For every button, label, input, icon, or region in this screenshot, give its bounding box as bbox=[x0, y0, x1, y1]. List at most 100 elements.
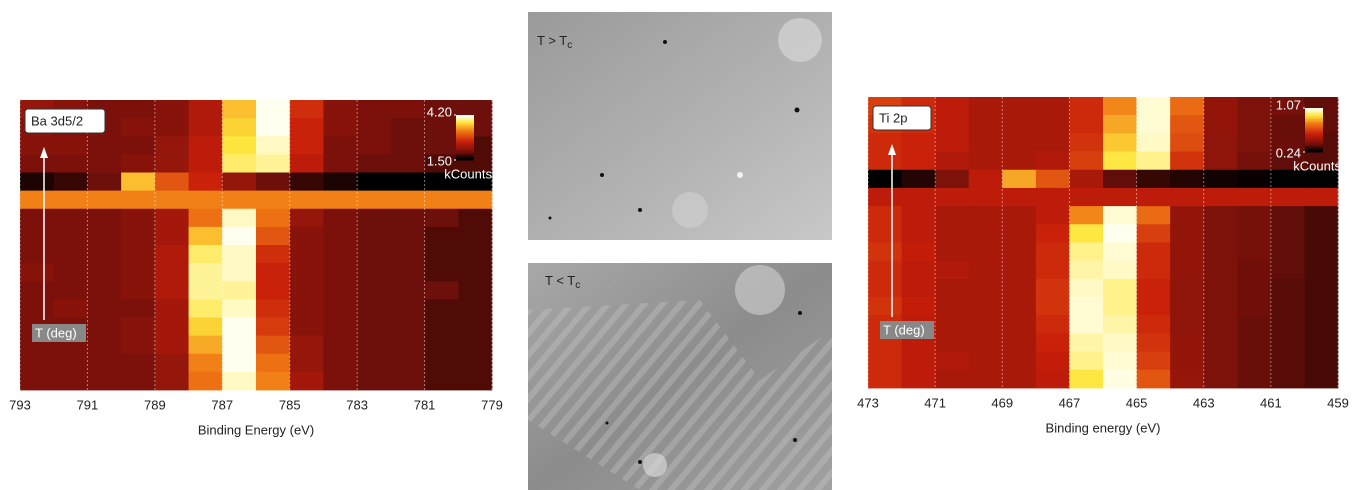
heatmap-cell bbox=[87, 209, 121, 228]
heatmap-cell bbox=[1137, 115, 1171, 134]
heatmap-cell bbox=[222, 263, 256, 282]
heatmap-cell bbox=[391, 281, 425, 300]
image-bottom: T < Tc bbox=[528, 263, 832, 490]
heatmap-cell bbox=[1002, 152, 1036, 171]
heatmap-cell bbox=[1204, 261, 1238, 280]
heatmap-cell bbox=[1237, 206, 1271, 225]
heatmap-cell bbox=[969, 243, 1003, 262]
heatmap-cell bbox=[121, 154, 155, 173]
heatmap-cell bbox=[121, 173, 155, 192]
heatmap-cell bbox=[121, 281, 155, 300]
x-tick-label: 783 bbox=[346, 397, 368, 412]
heatmap-cell bbox=[290, 336, 324, 355]
heatmap-cell bbox=[222, 154, 256, 173]
heatmap-cell bbox=[391, 100, 425, 119]
heatmap-cell bbox=[256, 118, 290, 137]
heatmap-cell bbox=[1137, 224, 1171, 243]
heatmap-cell bbox=[121, 118, 155, 137]
heatmap-cell bbox=[458, 263, 492, 282]
heatmap-cell bbox=[1103, 224, 1137, 243]
heatmap-cell bbox=[189, 118, 223, 137]
heatmap-cell bbox=[155, 227, 189, 246]
heatmap-cell bbox=[1237, 170, 1271, 189]
heatmap-cell bbox=[1204, 188, 1238, 207]
heatmap-cell bbox=[969, 297, 1003, 316]
bright-spot bbox=[735, 265, 785, 315]
heatmap-cell bbox=[121, 372, 155, 391]
heatmap-cell bbox=[256, 209, 290, 228]
heatmap-cell bbox=[425, 245, 459, 264]
heatmap-cell bbox=[1002, 261, 1036, 280]
heatmap-cell bbox=[189, 318, 223, 337]
heatmap-cell bbox=[1170, 170, 1204, 189]
heatmap-cell bbox=[1170, 206, 1204, 225]
heatmap-cell bbox=[290, 281, 324, 300]
heatmap-cell bbox=[902, 370, 936, 389]
heatmap-cell bbox=[189, 245, 223, 264]
heatmap-cell bbox=[256, 100, 290, 119]
heatmap-cell bbox=[458, 191, 492, 210]
heatmap-cell bbox=[222, 281, 256, 300]
heatmap-cell bbox=[357, 318, 391, 337]
heatmap-cell bbox=[121, 227, 155, 246]
heatmap-cell bbox=[87, 299, 121, 318]
heatmap-cell bbox=[1271, 333, 1305, 352]
heatmap-cell bbox=[290, 173, 324, 192]
heatmap-cell bbox=[1002, 170, 1036, 189]
heatmap-cell bbox=[54, 372, 88, 391]
heatmap-cell bbox=[189, 354, 223, 373]
heatmap-cell bbox=[1204, 170, 1238, 189]
heatmap-cell bbox=[458, 336, 492, 355]
heatmap-cell bbox=[121, 136, 155, 155]
heatmap-cell bbox=[1137, 97, 1171, 116]
heatmap-cell bbox=[155, 191, 189, 210]
heatmap-cell bbox=[1204, 152, 1238, 171]
dark-spot bbox=[793, 438, 797, 442]
heatmap-cell bbox=[290, 136, 324, 155]
heatmap-cell bbox=[1271, 224, 1305, 243]
heatmap-cell bbox=[935, 279, 969, 298]
heatmap-cell bbox=[121, 318, 155, 337]
heatmap-cell bbox=[1069, 188, 1103, 207]
heatmap-cell bbox=[1103, 133, 1137, 152]
heatmap-cell bbox=[1204, 97, 1238, 116]
heatmap-cell bbox=[391, 354, 425, 373]
heatmap-cell bbox=[357, 281, 391, 300]
colorbar-step bbox=[456, 158, 474, 161]
heatmap-cell bbox=[54, 227, 88, 246]
heatmap-cell bbox=[1103, 206, 1137, 225]
heatmap-cell bbox=[1170, 188, 1204, 207]
heatmap-cell bbox=[155, 263, 189, 282]
heatmap-cell bbox=[1069, 133, 1103, 152]
heatmap-cell bbox=[323, 191, 357, 210]
heatmap-cell bbox=[1271, 115, 1305, 134]
heatmap-cell bbox=[1002, 188, 1036, 207]
heatmap-cell bbox=[323, 154, 357, 173]
heatmap-cell bbox=[425, 281, 459, 300]
heatmap-cell bbox=[969, 188, 1003, 207]
heatmap-cell bbox=[458, 372, 492, 391]
heatmap-cell bbox=[1137, 370, 1171, 389]
image-label: T > Tc bbox=[537, 33, 572, 50]
heatmap-cell bbox=[1204, 333, 1238, 352]
heatmap-cell bbox=[121, 336, 155, 355]
heatmap-cell bbox=[1069, 170, 1103, 189]
heatmap-cell bbox=[20, 209, 54, 228]
heatmap-cell bbox=[155, 281, 189, 300]
heatmap-cell bbox=[357, 227, 391, 246]
heatmap-cell bbox=[458, 245, 492, 264]
heatmap-cell bbox=[425, 318, 459, 337]
heatmap-cell bbox=[1204, 352, 1238, 371]
heatmap-cell bbox=[1271, 243, 1305, 262]
heatmap-cell bbox=[969, 352, 1003, 371]
heatmap-cell bbox=[189, 281, 223, 300]
x-tick-label: 471 bbox=[924, 395, 946, 410]
heatmap-cell bbox=[189, 227, 223, 246]
heatmap-cell bbox=[391, 336, 425, 355]
heatmap-cell bbox=[1170, 315, 1204, 334]
heatmap-cell bbox=[222, 209, 256, 228]
bright-spot bbox=[737, 172, 743, 178]
x-tick-label: 781 bbox=[414, 397, 436, 412]
heatmap-cell bbox=[391, 299, 425, 318]
